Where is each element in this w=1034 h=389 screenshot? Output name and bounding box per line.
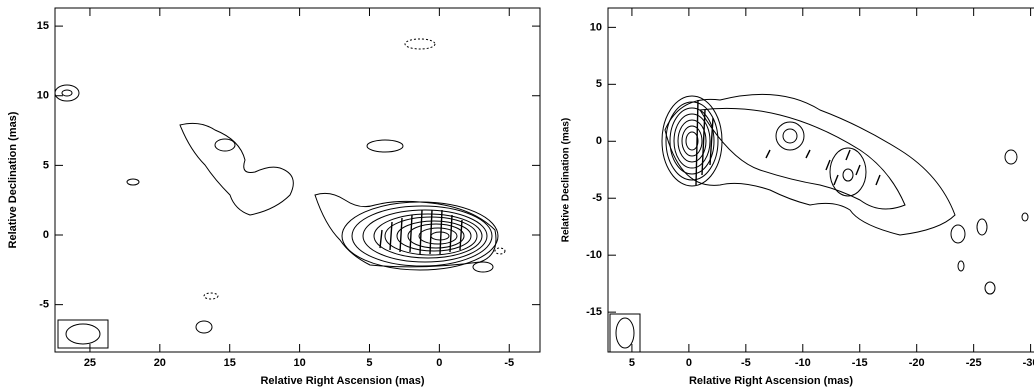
beam-box (57, 319, 109, 349)
contour (677, 119, 707, 163)
x-tick-label: -5 (504, 357, 514, 369)
contour (673, 113, 711, 169)
contour (407, 223, 465, 249)
contour (984, 281, 996, 295)
y-tick-label: -5 (592, 192, 602, 204)
x-tick-label: 25 (84, 357, 96, 369)
x-tick-label: -5 (741, 357, 751, 369)
contour (775, 121, 805, 151)
contour (61, 89, 73, 97)
contour (396, 220, 472, 252)
contour (195, 320, 213, 334)
contour (976, 218, 988, 236)
contour (1004, 149, 1018, 165)
polarization-ticks (695, 99, 881, 186)
contour (664, 93, 956, 236)
y-axis-label: Relative Declination (mas) (7, 111, 19, 248)
y-axis-label: Relative Declination (mas) (561, 118, 572, 242)
contour (362, 209, 488, 263)
contour (126, 178, 140, 186)
contour (661, 95, 723, 187)
contour (341, 201, 499, 271)
y-tick-label: -15 (586, 306, 602, 318)
x-tick-label: 0 (436, 357, 442, 369)
beam (615, 317, 635, 349)
contour (842, 168, 854, 182)
contour (829, 147, 867, 197)
x-tick-label: 5 (366, 357, 372, 369)
y-tick-label: 5 (596, 78, 602, 90)
y-tick-label: 0 (43, 229, 49, 241)
y-tick-label: -5 (39, 299, 49, 311)
y-tick-label: 15 (37, 20, 49, 32)
contour (373, 213, 483, 259)
beam-box (609, 313, 641, 353)
contour (1021, 212, 1029, 222)
contour (669, 107, 715, 175)
contour (494, 247, 506, 255)
y-tick-label: -10 (586, 249, 602, 261)
y-tick-label: 10 (37, 90, 49, 102)
x-tick-label: 10 (293, 357, 305, 369)
contours-right (609, 93, 1029, 353)
beam (65, 323, 101, 345)
contour (681, 125, 703, 157)
x-axis-label: Relative Right Ascension (mas) (689, 375, 853, 387)
x-axis-label: Relative Right Ascension (mas) (260, 375, 424, 387)
contour (351, 205, 493, 267)
contour (418, 227, 458, 245)
contour (179, 122, 294, 216)
contour (950, 224, 966, 244)
x-tick-label: -10 (795, 357, 811, 369)
x-tick-label: -30 (1023, 357, 1034, 369)
polarization-ticks (379, 209, 463, 255)
contour (782, 128, 798, 144)
contours-left (54, 38, 506, 349)
contour (214, 138, 236, 152)
x-tick-label: -15 (852, 357, 868, 369)
x-tick-label: 0 (686, 357, 692, 369)
contour (366, 139, 404, 153)
x-tick-label: 20 (154, 357, 166, 369)
y-tick-label: 10 (590, 21, 602, 33)
contour (685, 131, 699, 151)
y-tick-label: 0 (596, 135, 602, 147)
plot-frame (54, 7, 541, 353)
contour (699, 107, 906, 210)
x-tick-label: -25 (966, 357, 982, 369)
y-tick-label: 5 (43, 159, 49, 171)
x-tick-label: -20 (909, 357, 925, 369)
x-tick-label: 5 (629, 357, 635, 369)
contour (203, 292, 219, 300)
contour (314, 192, 497, 268)
contour (404, 38, 436, 50)
plot-frame (607, 7, 1034, 353)
x-tick-label: 15 (224, 357, 236, 369)
contour (957, 260, 965, 272)
contour (54, 84, 80, 102)
contour (472, 261, 494, 273)
